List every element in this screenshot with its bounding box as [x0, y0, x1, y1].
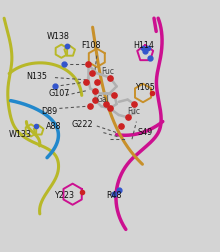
Text: Fuc: Fuc	[128, 107, 141, 116]
Text: W133: W133	[8, 130, 31, 139]
Text: R48: R48	[107, 191, 122, 200]
Text: N135: N135	[26, 72, 47, 81]
Text: H114: H114	[134, 41, 154, 50]
Text: G107: G107	[49, 88, 70, 98]
Text: S49: S49	[138, 128, 153, 137]
Text: G222: G222	[72, 120, 93, 129]
Text: F108: F108	[82, 41, 101, 50]
Text: W138: W138	[47, 33, 70, 41]
Text: D89: D89	[41, 107, 58, 116]
Text: Y223: Y223	[54, 191, 74, 200]
Text: Gal: Gal	[97, 95, 110, 104]
Text: Y105: Y105	[135, 83, 155, 92]
Text: Fuc: Fuc	[101, 67, 114, 76]
Text: A88: A88	[46, 122, 62, 131]
